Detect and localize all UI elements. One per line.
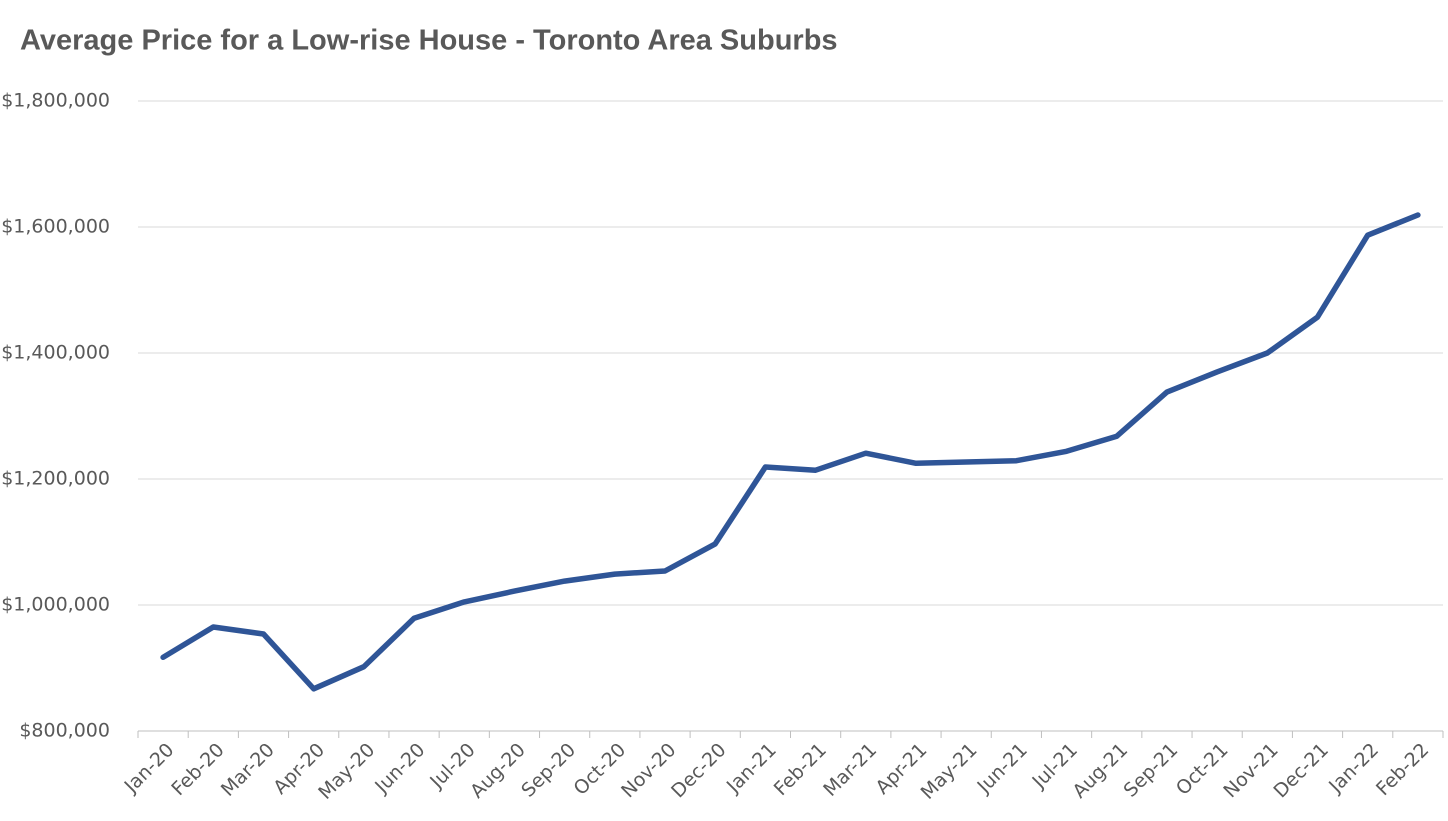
x-tick-label: Sep-21 bbox=[1120, 739, 1183, 802]
x-tick-label: Nov-21 bbox=[1219, 739, 1282, 802]
x-tick-label: Jan-21 bbox=[722, 739, 781, 798]
y-tick-label: $1,200,000 bbox=[1, 468, 110, 490]
x-tick-label: Feb-20 bbox=[167, 739, 228, 800]
chart-title: Average Price for a Low-rise House - Tor… bbox=[20, 25, 838, 57]
line-series bbox=[160, 212, 1421, 692]
y-tick-label: $800,000 bbox=[19, 720, 110, 742]
x-tick-label: Jan-22 bbox=[1324, 739, 1383, 798]
y-tick-label: $1,400,000 bbox=[1, 342, 110, 364]
x-tick-label: Jun-20 bbox=[370, 739, 429, 798]
x-tick-label: Feb-22 bbox=[1372, 739, 1433, 800]
x-tick-label: Aug-20 bbox=[466, 739, 530, 803]
x-tick-label: Mar-21 bbox=[819, 739, 881, 801]
x-tick-label: Nov-20 bbox=[617, 739, 680, 802]
y-tick-label: $1,000,000 bbox=[1, 594, 110, 616]
x-tick-label: Aug-21 bbox=[1068, 739, 1132, 803]
y-tick-label: $1,800,000 bbox=[1, 90, 110, 112]
x-tick-label: Sep-20 bbox=[517, 739, 580, 802]
x-tick-label: Jun-21 bbox=[973, 739, 1032, 798]
x-tick-label: May-20 bbox=[314, 739, 379, 804]
x-tick-label: May-21 bbox=[917, 739, 982, 804]
y-tick-label: $1,600,000 bbox=[1, 216, 110, 238]
x-tick-label: Dec-21 bbox=[1269, 739, 1333, 803]
x-tick-label: Feb-21 bbox=[770, 739, 831, 800]
x-tick-label: Dec-20 bbox=[667, 739, 731, 803]
x-tick-label: Mar-20 bbox=[217, 739, 279, 801]
x-tick-label: Jan-20 bbox=[120, 739, 179, 798]
